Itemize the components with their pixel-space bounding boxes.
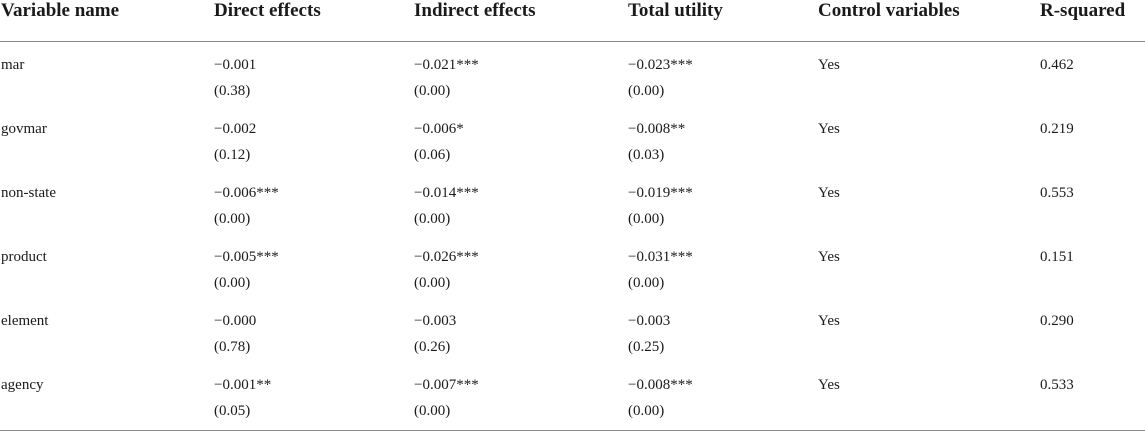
indirect-pvalue-cell: (0.00) [414,275,451,291]
empty-cell [817,146,1039,170]
direct-effect-cell: −0.000 [214,313,257,329]
table-row-pvalue: (0.78) (0.26) (0.25) [0,338,1145,362]
direct-effect-cell: −0.001** [214,377,272,393]
total-pvalue-cell: (0.00) [628,83,665,99]
indirect-effect-cell: −0.021*** [414,57,479,73]
table-row: non-state −0.006*** −0.014*** −0.019*** Yes 0… [0,170,1145,210]
table-row: product −0.005*** −0.026*** −0.031*** Yes 0.1… [0,234,1145,274]
control-variables-cell: Yes [818,185,840,201]
table-row: element −0.000 −0.003 −0.003 Yes 0.290 [0,298,1145,338]
table-row: agency −0.001** −0.007*** −0.008*** Yes 0.533 [0,362,1145,402]
table-row-pvalue: (0.00) (0.00) (0.00) [0,210,1145,234]
empty-cell [817,210,1039,234]
control-variables-cell: Yes [818,313,840,329]
empty-cell [0,82,213,106]
r-squared-cell: 0.151 [1040,249,1074,265]
header-r-squared: R-squared [1039,0,1145,42]
empty-cell [0,146,213,170]
empty-cell [0,402,213,431]
variable-name-cell: element [1,313,49,329]
direct-pvalue-cell: (0.00) [214,211,251,227]
total-pvalue-cell: (0.00) [628,275,665,291]
table-row-pvalue: (0.12) (0.06) (0.03) [0,146,1145,170]
header-indirect-effects: Indirect effects [413,0,627,42]
variable-name-cell: product [1,249,47,265]
empty-cell [0,210,213,234]
indirect-effect-cell: −0.006* [414,121,464,137]
table-body: mar −0.001 −0.021*** −0.023*** Yes 0.462 (0.38… [0,42,1145,431]
control-variables-cell: Yes [818,57,840,73]
variable-name-cell: govmar [1,121,47,137]
total-utility-cell: −0.023*** [628,57,693,73]
direct-effect-cell: −0.005*** [214,249,279,265]
total-utility-cell: −0.008*** [628,377,693,393]
header-row: Variable name Direct effects Indirect ef… [0,0,1145,42]
direct-pvalue-cell: (0.12) [214,147,251,163]
r-squared-cell: 0.462 [1040,57,1074,73]
direct-pvalue-cell: (0.05) [213,402,413,431]
total-utility-cell: −0.003 [628,313,671,329]
total-utility-cell: −0.031*** [628,249,693,265]
header-direct-effects: Direct effects [213,0,413,42]
indirect-effect-cell: −0.014*** [414,185,479,201]
empty-cell [1039,402,1145,431]
table-row-pvalue: (0.00) (0.00) (0.00) [0,274,1145,298]
direct-effect-cell: −0.001 [214,57,257,73]
table-row-pvalue: (0.05) (0.00) (0.00) [0,402,1145,431]
empty-cell [817,82,1039,106]
direct-effect-cell: −0.002 [214,121,257,137]
direct-pvalue-cell: (0.38) [214,83,251,99]
r-squared-cell: 0.553 [1040,185,1074,201]
indirect-effect-cell: −0.007*** [414,377,479,393]
r-squared-cell: 0.290 [1040,313,1074,329]
empty-cell [1039,146,1145,170]
direct-pvalue-cell: (0.00) [214,275,251,291]
control-variables-cell: Yes [818,377,840,393]
direct-effect-cell: −0.006*** [214,185,279,201]
empty-cell [817,338,1039,362]
variable-name-cell: non-state [1,185,56,201]
total-pvalue-cell: (0.25) [628,339,665,355]
header-total-utility: Total utility [627,0,817,42]
empty-cell [0,338,213,362]
empty-cell [1039,274,1145,298]
indirect-effect-cell: −0.003 [414,313,457,329]
total-pvalue-cell: (0.00) [627,402,817,431]
indirect-pvalue-cell: (0.00) [414,83,451,99]
table-row: mar −0.001 −0.021*** −0.023*** Yes 0.462 [0,42,1145,83]
empty-cell [0,274,213,298]
total-utility-cell: −0.019*** [628,185,693,201]
control-variables-cell: Yes [818,121,840,137]
variable-name-cell: mar [1,57,25,73]
total-utility-cell: −0.008** [628,121,686,137]
r-squared-cell: 0.219 [1040,121,1074,137]
indirect-effect-cell: −0.026*** [414,249,479,265]
total-pvalue-cell: (0.03) [628,147,665,163]
empty-cell [1039,210,1145,234]
empty-cell [1039,338,1145,362]
total-pvalue-cell: (0.00) [628,211,665,227]
direct-pvalue-cell: (0.78) [214,339,251,355]
empty-cell [817,274,1039,298]
header-control-variables: Control variables [817,0,1039,42]
indirect-pvalue-cell: (0.06) [414,147,451,163]
indirect-pvalue-cell: (0.00) [414,211,451,227]
variable-name-cell: agency [1,377,44,393]
empty-cell [817,402,1039,431]
control-variables-cell: Yes [818,249,840,265]
indirect-pvalue-cell: (0.26) [414,339,451,355]
table-row-pvalue: (0.38) (0.00) (0.00) [0,82,1145,106]
empty-cell [1039,82,1145,106]
indirect-pvalue-cell: (0.00) [413,402,627,431]
r-squared-cell: 0.533 [1040,377,1074,393]
table-row: govmar −0.002 −0.006* −0.008** Yes 0.219 [0,106,1145,146]
header-variable-name: Variable name [0,0,213,42]
